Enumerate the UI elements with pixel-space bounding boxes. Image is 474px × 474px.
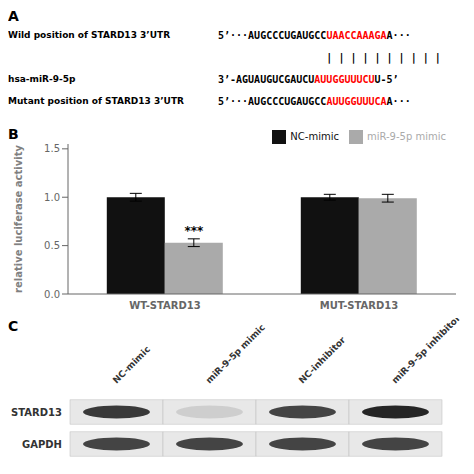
html-text:NC-mimic: NC-mimic	[290, 131, 339, 142]
svg-text:1.0: 1.0	[44, 192, 60, 203]
svg-text:0.5: 0.5	[44, 240, 60, 251]
svg-text:NC-mimic: NC-mimic	[111, 344, 152, 385]
svg-text:GAPDH: GAPDH	[22, 439, 62, 450]
svg-text:NC-inhibitor: NC-inhibitor	[297, 334, 348, 385]
svg-text:miR-9-5p inhibitor: miR-9-5p inhibitor	[390, 318, 463, 385]
html-text:Wild position of STARD13 3’UTR: Wild position of STARD13 3’UTR	[8, 30, 171, 40]
svg-text:WT-STARD13: WT-STARD13	[129, 300, 200, 311]
svg-text:MUT-STARD13: MUT-STARD13	[320, 300, 399, 311]
svg-text:1.5: 1.5	[44, 143, 60, 154]
html-text:A: A	[8, 8, 19, 24]
html-text:5’···AUGCCCUGAUGCC UAACCAAAGA: 5’···AUGCCCUGAUGCC UAACCAAAGA A···	[218, 29, 411, 41]
html-text:B: B	[8, 126, 19, 142]
svg-text:miR-9-5p mimic: miR-9-5p mimic	[204, 322, 267, 385]
svg-text:0.0: 0.0	[44, 289, 60, 300]
svg-text:***: ***	[184, 224, 204, 238]
svg-text:STARD13: STARD13	[11, 407, 62, 418]
html-text:3’-AGUAUGUCGAUCU AUUGGUUUCU U-: 3’-AGUAUGUCGAUCU AUUGGUUUCU U-5’	[218, 73, 399, 85]
html-text:hsa-miR-9-5p: hsa-miR-9-5p	[8, 74, 76, 84]
html-text:miR-9-5p mimic: miR-9-5p mimic	[366, 131, 446, 142]
html-text:5’···AUGCCCUGAUGCC AUUGGUUUCA: 5’···AUGCCCUGAUGCC AUUGGUUUCA A···	[218, 95, 411, 107]
svg-text:relative luciferase activity: relative luciferase activity	[13, 145, 24, 293]
html-text:C: C	[8, 318, 19, 334]
html-text:Mutant position of STARD13 3’U: Mutant position of STARD13 3’UTR	[8, 96, 184, 106]
